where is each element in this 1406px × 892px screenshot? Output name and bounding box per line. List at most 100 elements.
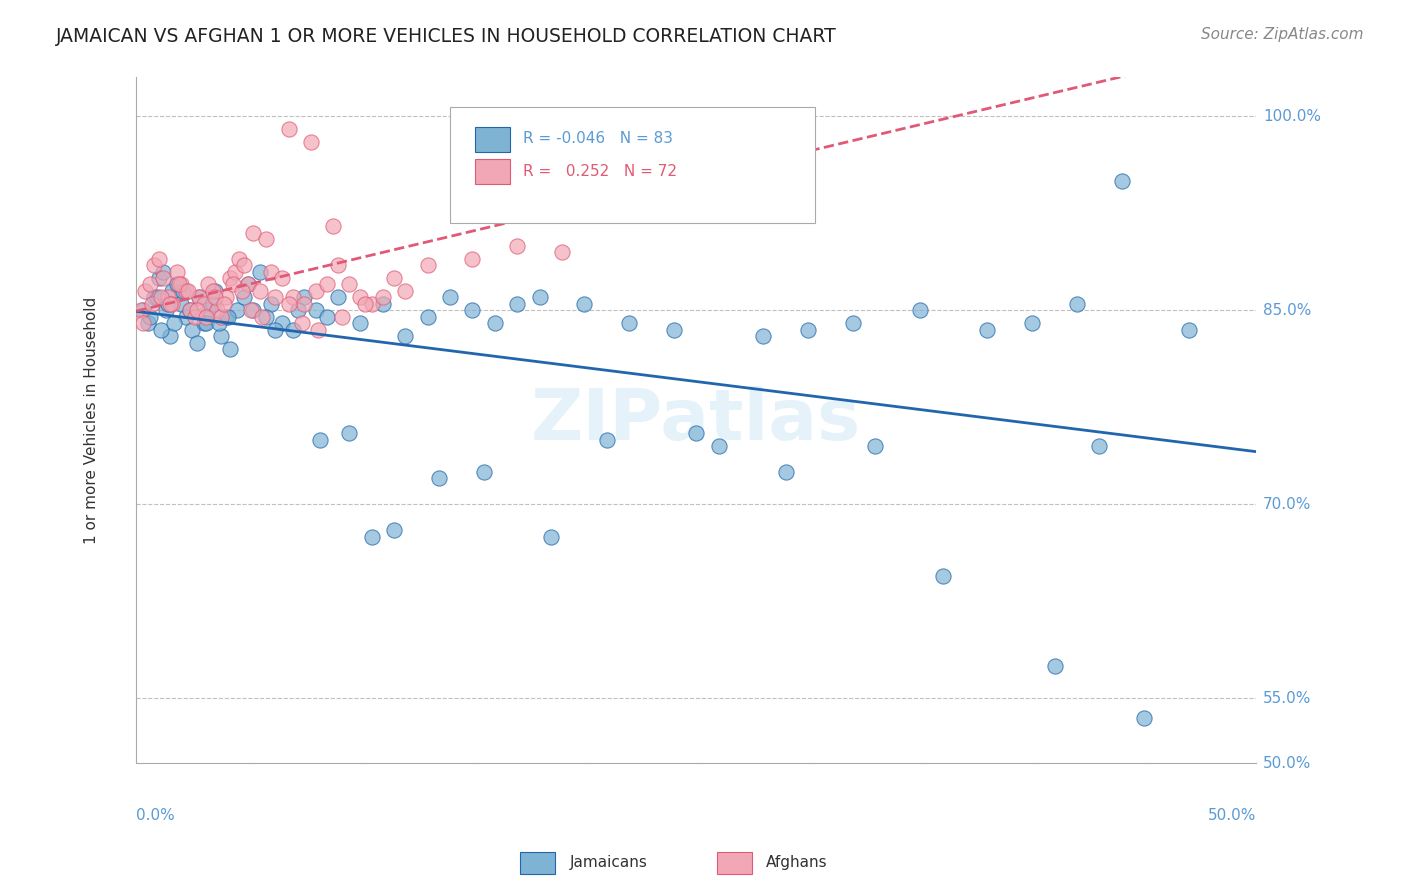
Afghans xyxy=(152,271,174,285)
Afghans xyxy=(141,297,163,311)
Jamaicans xyxy=(472,465,495,479)
Jamaicans xyxy=(254,310,277,324)
Jamaicans xyxy=(775,465,797,479)
Jamaicans xyxy=(976,323,998,337)
Afghans xyxy=(360,297,382,311)
Text: 50.0%: 50.0% xyxy=(1263,756,1312,771)
Jamaicans xyxy=(201,297,224,311)
Afghans xyxy=(461,252,484,266)
Jamaicans xyxy=(349,316,371,330)
Afghans xyxy=(188,290,211,304)
Jamaicans xyxy=(260,297,283,311)
Afghans xyxy=(132,316,155,330)
Jamaicans xyxy=(797,323,820,337)
Jamaicans xyxy=(540,530,562,544)
Text: 70.0%: 70.0% xyxy=(1263,497,1312,512)
Text: 100.0%: 100.0% xyxy=(1263,109,1320,124)
Afghans xyxy=(307,323,329,337)
Afghans xyxy=(197,277,219,292)
Afghans xyxy=(201,284,224,298)
Afghans xyxy=(394,284,416,298)
Afghans xyxy=(292,297,315,311)
Text: R = -0.046   N = 83: R = -0.046 N = 83 xyxy=(523,131,673,145)
Jamaicans xyxy=(360,530,382,544)
Afghans xyxy=(277,297,299,311)
Afghans xyxy=(166,264,188,278)
Afghans xyxy=(219,271,242,285)
Afghans xyxy=(277,122,299,136)
Jamaicans xyxy=(152,264,174,278)
Jamaicans xyxy=(238,277,260,292)
Jamaicans xyxy=(148,271,170,285)
Jamaicans xyxy=(132,303,155,318)
Afghans xyxy=(349,290,371,304)
Jamaicans xyxy=(208,316,231,330)
Text: 50.0%: 50.0% xyxy=(1208,808,1256,823)
Jamaicans xyxy=(427,471,450,485)
Jamaicans xyxy=(287,303,309,318)
Jamaicans xyxy=(304,303,326,318)
Jamaicans xyxy=(226,303,249,318)
Afghans xyxy=(332,310,354,324)
Jamaicans xyxy=(842,316,865,330)
Afghans xyxy=(249,284,271,298)
Jamaicans xyxy=(156,297,179,311)
Jamaicans xyxy=(179,303,201,318)
Jamaicans xyxy=(242,303,264,318)
Jamaicans xyxy=(166,277,188,292)
Jamaicans xyxy=(232,290,254,304)
Afghans xyxy=(148,252,170,266)
Afghans xyxy=(250,310,273,324)
Jamaicans xyxy=(617,316,640,330)
Jamaicans xyxy=(145,290,167,304)
Text: R =   0.252   N = 72: R = 0.252 N = 72 xyxy=(523,164,678,178)
Afghans xyxy=(193,297,215,311)
Jamaicans xyxy=(170,297,193,311)
Afghans xyxy=(231,284,253,298)
Jamaicans xyxy=(136,316,159,330)
Jamaicans xyxy=(461,303,484,318)
Afghans xyxy=(260,264,283,278)
Jamaicans xyxy=(337,426,360,441)
Afghans xyxy=(337,277,360,292)
Afghans xyxy=(205,303,228,318)
Afghans xyxy=(183,310,205,324)
Jamaicans xyxy=(1066,297,1088,311)
Afghans xyxy=(129,303,152,318)
Jamaicans xyxy=(931,568,953,582)
Afghans xyxy=(194,310,217,324)
Jamaicans xyxy=(394,329,416,343)
Text: 85.0%: 85.0% xyxy=(1263,302,1312,318)
Afghans xyxy=(353,297,375,311)
Jamaicans xyxy=(416,310,439,324)
Jamaicans xyxy=(506,297,529,311)
Afghans xyxy=(186,303,208,318)
Jamaicans xyxy=(219,342,242,356)
Afghans xyxy=(167,277,190,292)
Afghans xyxy=(264,290,287,304)
Jamaicans xyxy=(752,329,775,343)
Jamaicans xyxy=(1111,174,1133,188)
Jamaicans xyxy=(249,264,271,278)
Afghans xyxy=(254,232,277,246)
Afghans xyxy=(232,258,254,272)
Text: Jamaicans: Jamaicans xyxy=(569,855,647,870)
Jamaicans xyxy=(1178,323,1201,337)
Afghans xyxy=(228,252,250,266)
Afghans xyxy=(551,245,574,260)
Afghans xyxy=(291,316,314,330)
Afghans xyxy=(143,258,166,272)
Afghans xyxy=(315,277,337,292)
Jamaicans xyxy=(315,310,337,324)
Jamaicans xyxy=(215,310,238,324)
Afghans xyxy=(416,258,439,272)
Afghans xyxy=(177,284,200,298)
Text: 0.0%: 0.0% xyxy=(136,808,176,823)
Jamaicans xyxy=(910,303,932,318)
Jamaicans xyxy=(865,439,887,453)
Jamaicans xyxy=(1133,711,1156,725)
Jamaicans xyxy=(574,297,596,311)
Text: ZIPatlas: ZIPatlas xyxy=(531,385,862,455)
Afghans xyxy=(299,135,322,149)
Jamaicans xyxy=(596,433,619,447)
